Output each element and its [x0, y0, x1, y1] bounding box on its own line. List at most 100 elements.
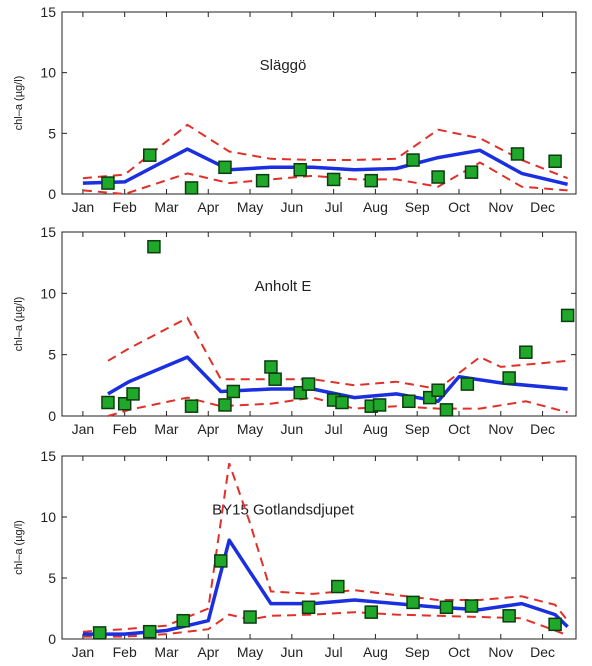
x-tick-label-may: May: [237, 644, 263, 660]
observation-marker: [218, 398, 232, 412]
observation-marker: [226, 384, 241, 399]
y-tick-label: 15: [40, 4, 56, 20]
y-axis-label: chl–a (µg/l): [13, 76, 25, 131]
observation-marker: [301, 600, 316, 615]
x-tick-label-jul: Jul: [325, 199, 343, 215]
x-tick-label-apr: Apr: [197, 644, 219, 660]
chart-panel-3: 0 5 10 15 Jan Feb Mar Apr May Jun Jul Aug Sep Oct Nov D…: [13, 448, 577, 660]
x-tick-label-oct: Oct: [448, 421, 470, 437]
y-tick-label: 15: [40, 448, 56, 464]
observation-marker: [372, 398, 387, 412]
y-tick-label: 10: [40, 285, 56, 301]
lower-bound-line: [82, 611, 568, 638]
observation-marker: [264, 360, 278, 374]
y-tick-label: 0: [48, 186, 56, 202]
observation-marker: [176, 613, 190, 628]
x-tick-label-sep: Sep: [405, 644, 430, 660]
observation-marker: [406, 153, 420, 167]
x-tick-label-dec: Dec: [530, 421, 555, 437]
observation-marker: [268, 372, 282, 386]
chart-panel-2: 0 5 10 15 Jan Feb Mar Apr May Jun Jul Aug Sep Oct Nov D…: [13, 224, 577, 437]
observation-marker: [147, 239, 161, 254]
mean-line: [82, 538, 569, 636]
y-tick-label: 10: [40, 65, 56, 81]
observation-marker: [92, 626, 107, 640]
upper-bound-line: [82, 123, 568, 180]
y-tick-label: 0: [48, 408, 56, 424]
observation-marker: [101, 176, 115, 190]
y-tick-label: 5: [48, 570, 56, 586]
x-tick-label-may: May: [237, 421, 263, 437]
observation-marker: [101, 395, 115, 410]
mean-line: [82, 147, 569, 187]
x-tick-label-feb: Feb: [113, 421, 137, 437]
chart-panel-1: 0 5 10 15 Jan Feb Mar Apr May Jun Jul Aug Sep Oct Nov D…: [13, 4, 577, 215]
y-axis-label: chl–a (µg/l): [13, 297, 25, 352]
x-tick-label-dec: Dec: [530, 644, 555, 660]
x-tick-label-mar: Mar: [154, 199, 178, 215]
y-tick-label: 10: [40, 509, 56, 525]
observation-marker: [548, 617, 562, 632]
observation-marker: [143, 624, 157, 639]
observation-marker: [510, 147, 525, 161]
x-tick-label-mar: Mar: [154, 644, 178, 660]
x-tick-label-dec: Dec: [530, 199, 555, 215]
plot-frame: [61, 231, 577, 417]
upper-bound-line: [107, 316, 568, 391]
x-tick-label-nov: Nov: [488, 199, 513, 215]
y-tick-label: 15: [40, 224, 56, 240]
observation-marker: [548, 154, 562, 168]
observation-marker: [502, 371, 516, 385]
y-tick-label: 0: [48, 631, 56, 647]
observation-marker: [184, 181, 199, 195]
observation-marker: [460, 377, 475, 391]
observation-marker: [301, 377, 316, 391]
plot-frame: [61, 11, 577, 195]
observation-marker: [218, 160, 232, 175]
observation-marker: [560, 308, 575, 323]
plot-frame: [61, 455, 577, 640]
x-tick-label-apr: Apr: [197, 421, 219, 437]
observation-marker: [402, 394, 416, 409]
x-tick-label-aug: Aug: [363, 199, 388, 215]
x-tick-label-jan: Jan: [72, 644, 95, 660]
x-tick-label-mar: Mar: [154, 421, 178, 437]
x-tick-label-oct: Oct: [448, 199, 470, 215]
observation-marker: [293, 162, 307, 177]
observation-marker: [464, 165, 479, 179]
observation-marker: [439, 600, 454, 615]
y-tick-label: 5: [48, 125, 56, 141]
x-tick-label-jun: Jun: [281, 421, 304, 437]
observation-marker: [464, 599, 479, 613]
observation-marker: [439, 403, 454, 417]
observation-marker: [519, 345, 533, 359]
y-axis-label: chl–a (µg/l): [13, 520, 25, 575]
observation-marker: [406, 595, 420, 610]
x-tick-label-jan: Jan: [72, 421, 95, 437]
y-tick-label: 5: [48, 347, 56, 363]
observation-marker: [502, 609, 516, 623]
observation-marker: [126, 387, 140, 401]
x-tick-label-apr: Apr: [197, 199, 219, 215]
observation-marker: [335, 395, 349, 410]
x-tick-label-may: May: [237, 199, 263, 215]
observation-marker: [326, 172, 341, 187]
x-tick-label-nov: Nov: [488, 644, 513, 660]
x-tick-label-feb: Feb: [113, 199, 137, 215]
x-tick-label-nov: Nov: [488, 421, 513, 437]
panel-title: Anholt E: [255, 278, 312, 295]
observation-marker: [143, 148, 157, 162]
observation-marker: [364, 173, 378, 188]
x-tick-label-sep: Sep: [405, 199, 430, 215]
observation-marker: [184, 399, 199, 413]
observation-marker: [364, 605, 378, 619]
x-tick-label-jul: Jul: [325, 644, 343, 660]
x-tick-label-oct: Oct: [448, 644, 470, 660]
observation-marker: [331, 579, 345, 594]
x-tick-label-aug: Aug: [363, 421, 388, 437]
panel-title: BY15 Gotlandsdjupet: [212, 502, 355, 519]
observation-marker: [214, 554, 228, 568]
x-tick-label-sep: Sep: [405, 421, 430, 437]
x-tick-label-jan: Jan: [72, 199, 95, 215]
x-tick-label-jun: Jun: [281, 644, 304, 660]
